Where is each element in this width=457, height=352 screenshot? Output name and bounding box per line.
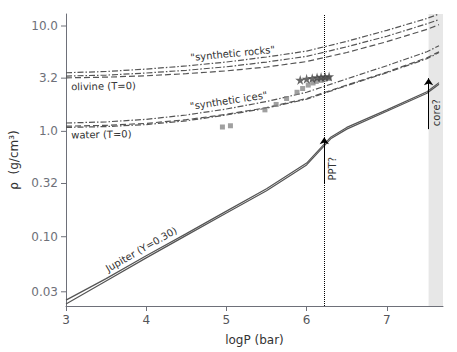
svg-text:7: 7 [383, 313, 391, 327]
svg-text:ρ (g/cm³): ρ (g/cm³) [7, 130, 21, 189]
svg-text:3.2: 3.2 [39, 71, 58, 85]
svg-text:4: 4 [142, 313, 150, 327]
svg-text:5: 5 [223, 313, 231, 327]
svg-text:0.03: 0.03 [31, 285, 58, 299]
svg-text:water (T=0): water (T=0) [71, 128, 132, 140]
svg-text:logP (bar): logP (bar) [225, 333, 284, 347]
svg-text:6: 6 [303, 313, 311, 327]
svg-text:10.0: 10.0 [31, 19, 58, 33]
svg-text:"synthetic ices": "synthetic ices" [189, 89, 268, 111]
svg-text:0.10: 0.10 [31, 230, 58, 244]
svg-text:"synthetic rocks": "synthetic rocks" [190, 44, 275, 63]
svg-text:3: 3 [62, 313, 70, 327]
svg-text:core?: core? [431, 99, 442, 126]
svg-text:olivine (T=0): olivine (T=0) [71, 80, 136, 92]
svg-text:0.32: 0.32 [31, 176, 58, 190]
svg-text:PPT?: PPT? [327, 157, 338, 180]
svg-text:1.0: 1.0 [39, 124, 58, 138]
svg-text:Jupiter (Y=0.30): Jupiter (Y=0.30) [103, 225, 179, 275]
